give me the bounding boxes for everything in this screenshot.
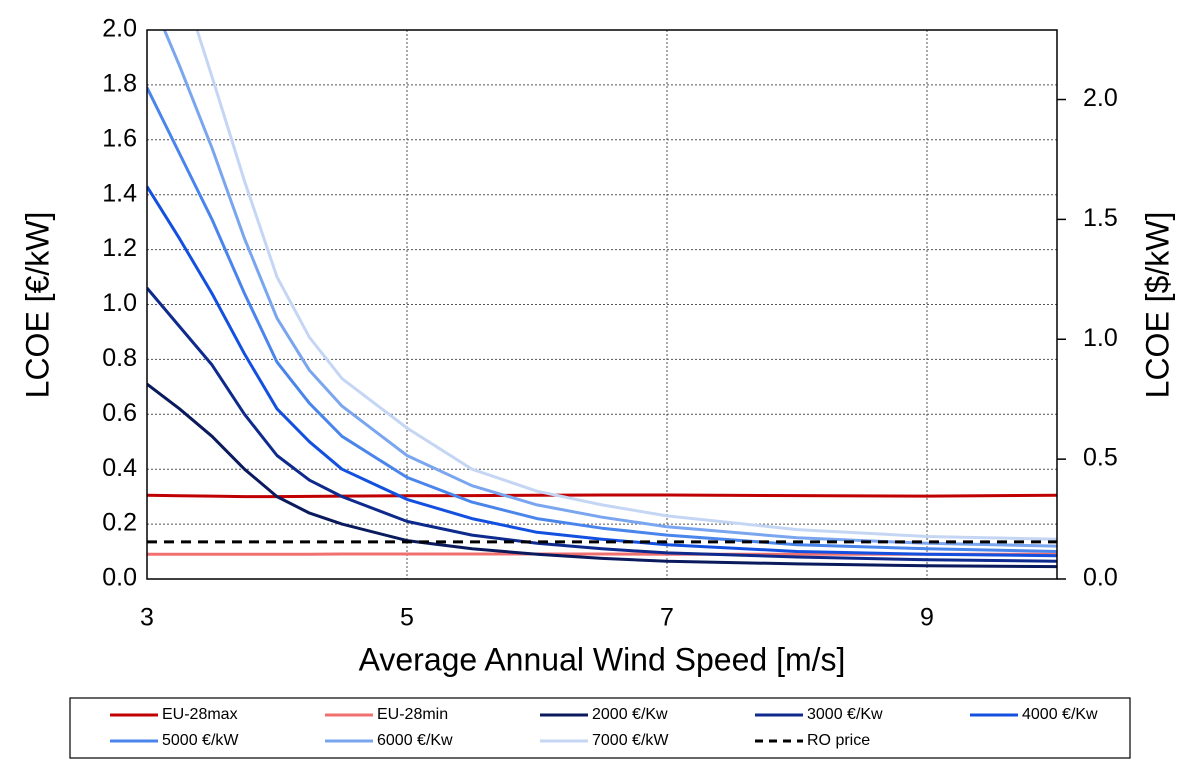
- x-tick-label: 7: [660, 604, 674, 632]
- y2-tick-label: 0.0: [1083, 564, 1118, 592]
- plot-frame: [146, 29, 1058, 580]
- y-tick-label: 1.4: [102, 179, 137, 207]
- legend-label: 6000 €/Kw: [377, 732, 453, 749]
- x-tick-label: 9: [920, 604, 934, 632]
- y-tick-label: 0.8: [102, 344, 137, 372]
- series-line: [147, 185, 1057, 558]
- legend: EU-28max EU-28min 2000 €/Kw 3000 €/Kw 4000 €…: [110, 706, 1098, 749]
- y-tick-label: 0.0: [102, 564, 137, 592]
- legend-label: RO price: [807, 732, 870, 749]
- y-tick-label: 1.6: [102, 124, 137, 152]
- y-tick-label: 1.2: [102, 234, 137, 262]
- legend-box: [69, 697, 1131, 759]
- x-axis-title: Average Annual Wind Speed [m/s]: [359, 641, 846, 677]
- x-tick-label: 3: [140, 604, 154, 632]
- y2-tick-label: 1.5: [1083, 204, 1118, 232]
- legend-label: 4000 €/Kw: [1022, 706, 1098, 723]
- y2-tick-label: 2.0: [1083, 84, 1118, 112]
- legend-label: EU-28max: [162, 706, 238, 723]
- y2-axis-title: LCOE [$/kW]: [1139, 212, 1175, 399]
- x-tick-label: 5: [400, 604, 414, 632]
- plot-lines: [147, 30, 1057, 569]
- series-line: [147, 287, 1057, 563]
- series-line: [195, 30, 1057, 541]
- series-line: [147, 493, 1057, 499]
- legend-label: 5000 €/kW: [162, 732, 239, 749]
- legend-label: EU-28min: [377, 706, 448, 723]
- y-tick-label: 1.8: [102, 70, 137, 98]
- legend-label: 2000 €/Kw: [592, 706, 668, 723]
- series-line: [162, 30, 1057, 548]
- y-tick-label: 1.0: [102, 289, 137, 317]
- legend-label: 3000 €/Kw: [807, 706, 883, 723]
- series-line: [147, 86, 1057, 553]
- y-tick-label: 2.0: [102, 15, 137, 43]
- y2-tick-label: 1.0: [1083, 324, 1118, 352]
- legend-label: 7000 €/kW: [592, 732, 669, 749]
- y2-tick-label: 0.5: [1083, 444, 1118, 472]
- ticks: 0.0 0.2 0.4 0.6 0.8 1.0 1.2 1.4 1.6 1.8 2.0 0.0 0.5 1…: [102, 15, 1118, 632]
- y-tick-label: 0.4: [102, 454, 137, 482]
- y-axis-title: LCOE [€/kW]: [19, 212, 55, 399]
- y-tick-label: 0.2: [102, 509, 137, 537]
- y-tick-label: 0.6: [102, 399, 137, 427]
